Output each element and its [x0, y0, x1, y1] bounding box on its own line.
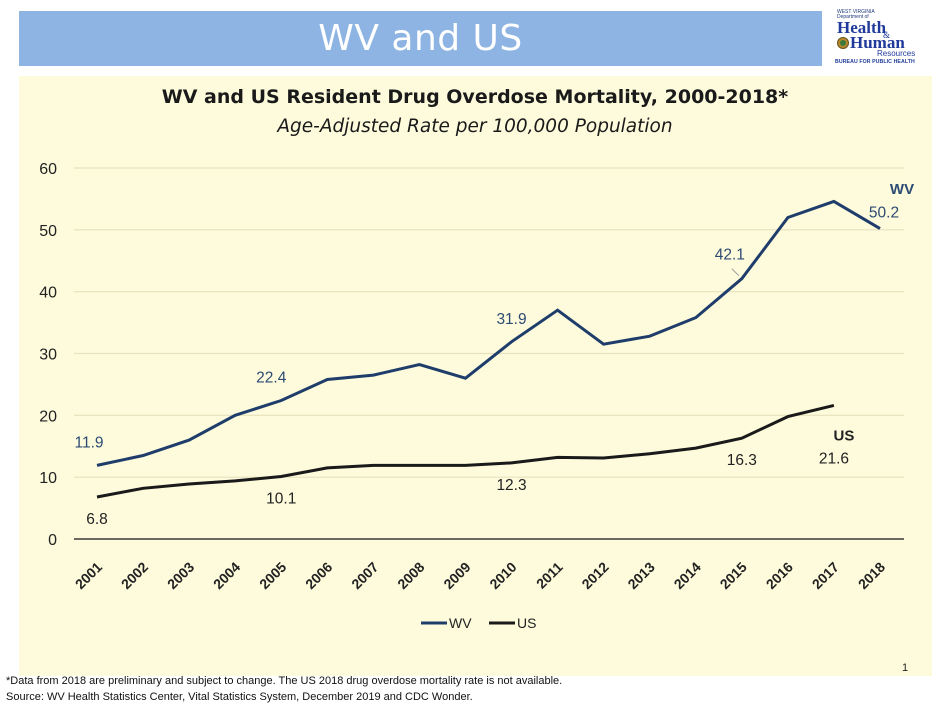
- data-label: 16.3: [727, 452, 757, 469]
- series-line-us: [96, 403, 835, 499]
- page-number: 1: [902, 662, 909, 674]
- x-tick-label: 2013: [624, 559, 657, 592]
- y-tick-label: 60: [39, 161, 57, 178]
- data-label: 21.6: [819, 450, 849, 467]
- series-line-wv: [96, 199, 881, 467]
- data-label: 50.2: [869, 205, 899, 222]
- x-tick-label: 2002: [118, 559, 151, 592]
- logo-ampersand: &: [883, 30, 891, 40]
- data-label: 12.3: [496, 477, 526, 494]
- footnote: *Data from 2018 are preliminary and subj…: [6, 675, 563, 687]
- x-tick-label: 2001: [72, 559, 105, 592]
- legend: WV US: [421, 615, 536, 631]
- x-tick-label: 2005: [256, 559, 289, 592]
- x-tick-label: 2017: [809, 559, 842, 592]
- source-note: Source: WV Health Statistics Center, Vit…: [6, 691, 473, 703]
- label-leader-line: [731, 268, 740, 277]
- data-label: 11.9: [74, 434, 103, 451]
- data-label: 22.4: [256, 369, 287, 386]
- series-name-label-wv: WV: [890, 181, 914, 198]
- x-tick-label: 2007: [348, 559, 381, 592]
- series-name-label-us: US: [834, 427, 855, 444]
- x-tick-label: 2015: [717, 559, 750, 592]
- wv-dhhr-logo: WEST VIRGINIA Department of Health & Hum…: [833, 10, 943, 68]
- y-tick-label: 0: [48, 532, 57, 549]
- x-tick-label: 2008: [394, 559, 427, 592]
- data-label: 31.9: [496, 311, 526, 328]
- x-tick-label: 2014: [671, 559, 704, 592]
- y-tick-label: 20: [39, 408, 57, 425]
- y-tick-label: 40: [39, 285, 57, 302]
- gridlines: [74, 167, 904, 540]
- data-labels: 11.9 22.4 31.9 42.1 50.2 WV 6.8 10.1 12.3 16.3 21.…: [74, 181, 914, 528]
- series-lines: [96, 199, 881, 499]
- legend-label-us: US: [517, 615, 536, 631]
- x-tick-label: 2009: [440, 559, 473, 592]
- logo-resources-text: Resources: [877, 49, 916, 58]
- data-label: 10.1: [266, 491, 296, 508]
- chart-title: WV and US Resident Drug Overdose Mortali…: [161, 86, 789, 108]
- chart-subtitle: Age-Adjusted Rate per 100,000 Population: [277, 116, 673, 137]
- data-label: 6.8: [86, 511, 108, 528]
- x-tick-label: 2010: [486, 559, 519, 592]
- x-tick-label: 2011: [533, 559, 566, 592]
- page-title: WV and US: [318, 18, 523, 59]
- logo-department-text: Department of: [837, 14, 869, 20]
- y-tick-label: 30: [39, 347, 57, 364]
- logo-health-text: Health: [837, 18, 887, 37]
- y-axis-ticks: 0 10 20 30 40 50 60: [39, 161, 57, 549]
- x-tick-label: 2012: [578, 559, 611, 592]
- y-tick-label: 10: [39, 470, 57, 487]
- logo-state-text: WEST VIRGINIA: [837, 9, 875, 15]
- x-tick-label: 2018: [855, 559, 888, 592]
- x-axis-ticks: 2001 2002 2003 2004 2005 2006 2007 2008 2009 2010…: [72, 559, 888, 592]
- chart-panel: [19, 76, 932, 676]
- legend-label-wv: WV: [449, 615, 472, 631]
- data-label: 42.1: [715, 247, 745, 264]
- x-tick-label: 2004: [210, 559, 243, 592]
- x-tick-label: 2003: [164, 559, 197, 592]
- y-tick-label: 50: [39, 223, 57, 240]
- title-banner: WV and US: [19, 11, 822, 66]
- x-tick-label: 2016: [763, 559, 796, 592]
- x-tick-label: 2006: [302, 559, 335, 592]
- state-seal-icon: [837, 37, 849, 49]
- logo-bureau-text: BUREAU FOR PUBLIC HEALTH: [835, 59, 915, 65]
- logo-human-text: Human: [850, 33, 905, 52]
